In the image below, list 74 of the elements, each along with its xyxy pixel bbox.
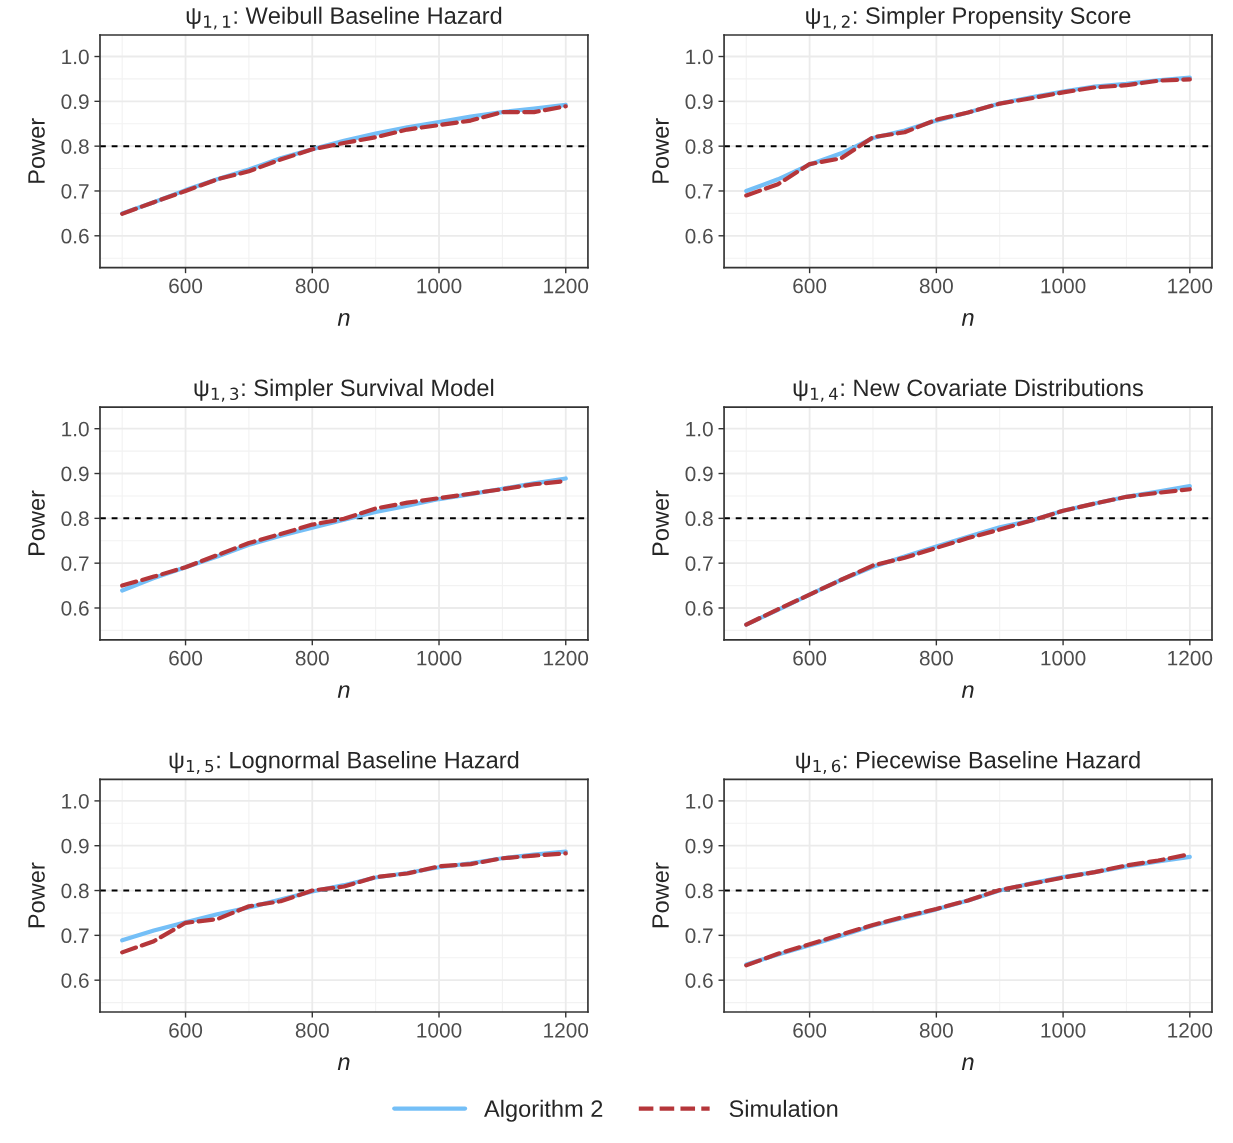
- chart-title: ψ$_{1,2}$: Simpler Propensity Score: [806, 6, 1131, 30]
- y-tick-label: 0.7: [685, 928, 713, 944]
- x-tick-label: 800: [295, 278, 329, 294]
- legend-label: Algorithm 2: [484, 1099, 603, 1122]
- y-tick-label: 1.0: [62, 421, 89, 437]
- x-axis-title: n: [961, 312, 974, 326]
- y-tick-label: 0.9: [61, 466, 89, 482]
- x-axis-title: n: [961, 1057, 974, 1071]
- chart-title: ψ$_{1,6}$: Piecewise Baseline Hazard: [796, 751, 1140, 774]
- y-tick-label: 0.7: [61, 183, 89, 199]
- y-tick-label: 1.0: [686, 793, 713, 809]
- y-tick-label: 1.0: [686, 421, 713, 437]
- y-tick-label: 0.8: [685, 139, 713, 154]
- x-tick-label: 600: [169, 1022, 203, 1038]
- y-tick-label: 0.9: [685, 466, 713, 482]
- x-tick-label: 1000: [1041, 278, 1086, 294]
- y-tick-label: 0.6: [61, 600, 89, 616]
- legend-label: Simulation: [729, 1099, 838, 1118]
- y-tick-label: 0.6: [61, 228, 89, 244]
- x-tick-label: 1000: [417, 1022, 462, 1038]
- y-tick-label: 0.9: [61, 838, 89, 854]
- x-tick-label: 1200: [1168, 1022, 1213, 1038]
- y-tick-label: 0.7: [685, 183, 713, 199]
- y-tick-label: 0.9: [685, 838, 713, 854]
- y-axis-title: Power: [28, 490, 45, 556]
- y-tick-label: 0.7: [61, 928, 89, 944]
- chart-title: ψ$_{1,4}$: New Covariate Distributions: [793, 378, 1143, 402]
- x-axis-title: n: [337, 685, 350, 698]
- y-tick-label: 0.8: [685, 883, 713, 899]
- x-tick-label: 600: [169, 650, 203, 666]
- y-tick-label: 0.8: [61, 511, 89, 527]
- y-tick-label: 0.6: [685, 228, 713, 244]
- x-tick-label: 1000: [417, 278, 462, 294]
- y-tick-label: 0.6: [61, 973, 89, 988]
- y-axis-title: Power: [652, 490, 669, 556]
- x-tick-label: 1200: [1168, 650, 1213, 666]
- x-tick-label: 600: [793, 650, 827, 666]
- y-tick-label: 0.8: [61, 883, 89, 899]
- y-axis-title: Power: [652, 862, 669, 928]
- x-tick-label: 600: [793, 278, 827, 294]
- y-tick-label: 0.6: [685, 973, 713, 988]
- y-tick-label: 0.8: [61, 139, 89, 154]
- x-tick-label: 1000: [417, 650, 462, 666]
- y-tick-label: 0.9: [685, 94, 713, 110]
- y-tick-label: 0.9: [61, 94, 89, 110]
- x-tick-label: 800: [919, 278, 953, 294]
- chart-title: ψ$_{1,5}$: Lognormal Baseline Hazard: [169, 751, 519, 774]
- y-tick-label: 0.7: [61, 556, 89, 571]
- x-tick-label: 1200: [544, 650, 589, 666]
- y-tick-label: 0.6: [685, 600, 713, 616]
- x-tick-label: 1200: [544, 1022, 589, 1038]
- x-tick-label: 800: [919, 1022, 953, 1038]
- x-tick-label: 800: [919, 650, 953, 666]
- x-tick-label: 1200: [544, 278, 589, 294]
- x-tick-label: 600: [793, 1022, 827, 1038]
- y-axis-title: Power: [28, 862, 45, 928]
- y-tick-label: 1.0: [62, 49, 89, 65]
- x-tick-label: 800: [295, 650, 329, 666]
- x-axis-title: n: [337, 312, 350, 326]
- x-tick-label: 800: [295, 1022, 329, 1038]
- x-tick-label: 1000: [1041, 650, 1086, 666]
- y-axis-title: Power: [28, 118, 45, 183]
- y-tick-label: 1.0: [686, 49, 713, 65]
- x-axis-title: n: [337, 1057, 350, 1071]
- chart-title: ψ$_{1,1}$: Weibull Baseline Hazard: [186, 6, 502, 30]
- x-axis-title: n: [961, 685, 974, 698]
- chart-title: ψ$_{1,3}$: Simpler Survival Model: [194, 378, 494, 402]
- y-tick-label: 0.8: [685, 511, 713, 527]
- y-tick-label: 1.0: [62, 793, 89, 809]
- x-tick-label: 600: [169, 278, 203, 294]
- x-tick-label: 1200: [1168, 278, 1213, 294]
- y-axis-title: Power: [652, 118, 669, 183]
- x-tick-label: 1000: [1041, 1022, 1086, 1038]
- y-tick-label: 0.7: [685, 556, 713, 571]
